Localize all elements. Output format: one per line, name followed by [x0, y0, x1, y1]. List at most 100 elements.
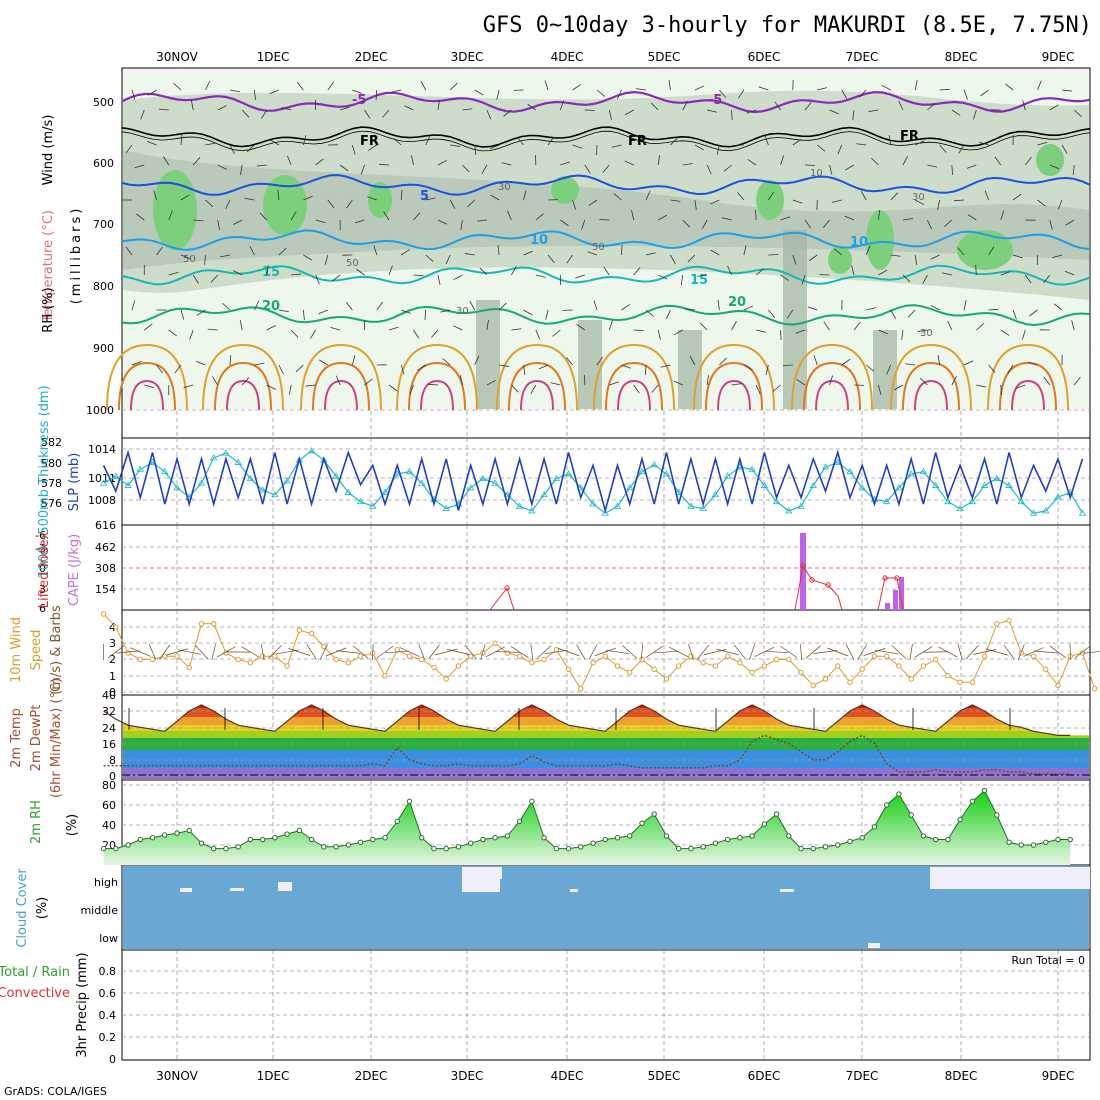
wind-barb	[140, 109, 145, 120]
wind-barb	[682, 101, 688, 111]
temp-tick: 16	[102, 738, 116, 751]
wind-barb	[764, 135, 769, 146]
wind-barb	[584, 164, 591, 174]
thickness-point	[136, 465, 144, 472]
rh-point	[773, 811, 780, 817]
isotherm-label: 20	[728, 295, 746, 310]
wind-barb	[984, 190, 989, 201]
wind-barb	[804, 101, 812, 111]
thickness-point	[528, 507, 536, 514]
wind-barb	[266, 384, 276, 390]
wind-tick: 0	[109, 686, 116, 699]
wind-barb	[594, 647, 616, 657]
temp-color-band	[123, 704, 1089, 708]
wind-barb	[694, 199, 697, 210]
wind-barb	[747, 159, 757, 166]
thickness-point	[650, 460, 658, 468]
wind-speed-point	[174, 653, 180, 659]
wind-barb	[511, 266, 517, 276]
rh-point	[614, 835, 621, 841]
wind-barb	[1015, 384, 1026, 389]
wind-barb	[147, 89, 157, 96]
wind-barb	[194, 644, 209, 660]
rh-point	[431, 845, 437, 852]
wind-barb	[670, 254, 676, 264]
cloud-fill	[123, 866, 1089, 949]
wind-barb	[159, 644, 171, 660]
wind-barb	[413, 274, 424, 277]
rh-tick: 80	[102, 779, 116, 792]
wind-bottom-tick: 40	[102, 689, 116, 702]
slp-label: SLP (mb)	[67, 453, 82, 512]
wind-barb	[976, 384, 987, 388]
thickness-point	[711, 490, 720, 498]
isotherm-5	[121, 174, 1091, 196]
wind-barb	[572, 84, 582, 91]
wind-barb	[1023, 647, 1044, 657]
wind-barb	[424, 309, 427, 321]
rh-point	[198, 840, 205, 846]
wind-barb	[765, 364, 769, 375]
wind-speed-point	[957, 679, 963, 685]
li-tick: 6	[39, 602, 46, 615]
thickness-tick: 576	[41, 497, 62, 510]
thickness-point	[1054, 493, 1062, 500]
surface-temp-arc	[791, 343, 873, 411]
wind-barb	[375, 89, 378, 101]
rh-column	[873, 330, 897, 409]
wind-barb	[411, 155, 414, 166]
wind-barb	[225, 199, 231, 210]
rh-point	[1055, 836, 1061, 843]
wind-barb	[680, 274, 684, 285]
wind-barb	[857, 644, 868, 660]
rh-contour-label: 50	[592, 242, 605, 253]
wind-barb	[963, 89, 968, 100]
wind-barb	[823, 321, 830, 331]
wind-barb	[902, 155, 908, 166]
wind-barb	[259, 212, 267, 221]
wind-speed-line	[103, 613, 1096, 690]
thickness-point	[197, 479, 206, 486]
rh-contour-label: 30	[456, 306, 469, 317]
rh-point	[578, 844, 584, 850]
date-label-bottom: 8DEC	[945, 1069, 978, 1083]
surface-temp-arc	[420, 379, 454, 411]
wind-barb	[125, 246, 133, 256]
isotherm-label: 10	[530, 233, 548, 248]
thickness-point	[895, 484, 903, 491]
wind-speed-point	[137, 656, 143, 663]
wind-barb	[434, 648, 458, 656]
wind-barb	[914, 199, 925, 206]
thickness-point	[662, 470, 671, 477]
wind-barb	[1043, 376, 1051, 386]
wind-barb	[315, 219, 326, 223]
wind-barb	[866, 307, 877, 311]
wind-barb	[244, 197, 255, 201]
wind-barb	[130, 647, 151, 657]
thickness-label: 1000~500mb Thickness (dm)	[37, 385, 52, 578]
wind-speed-point	[920, 663, 927, 669]
wind-barb	[449, 82, 458, 91]
wind-barb	[437, 159, 447, 166]
thickness-point	[785, 507, 793, 514]
wind-barb	[710, 249, 720, 256]
surface-temp-arc	[693, 343, 775, 411]
wind-barb	[1082, 651, 1100, 654]
wind-barb	[425, 254, 434, 262]
wind-barb	[241, 109, 250, 118]
wind-speed-point	[162, 653, 168, 659]
wind-barb	[278, 364, 284, 375]
thickness-point	[993, 474, 1001, 482]
thickness-point	[491, 479, 499, 486]
thickness-point	[405, 467, 414, 475]
wind-barb	[755, 268, 765, 276]
wind-barb	[1061, 89, 1072, 92]
wind-barb	[400, 189, 403, 201]
lifted-index-point	[825, 582, 831, 588]
wind-barb	[957, 644, 963, 660]
wind-speed-point	[467, 653, 474, 659]
wind-barb	[640, 136, 647, 146]
wind-barb	[1061, 144, 1068, 154]
wind-barb	[942, 272, 952, 276]
cloud-gap	[868, 943, 880, 948]
